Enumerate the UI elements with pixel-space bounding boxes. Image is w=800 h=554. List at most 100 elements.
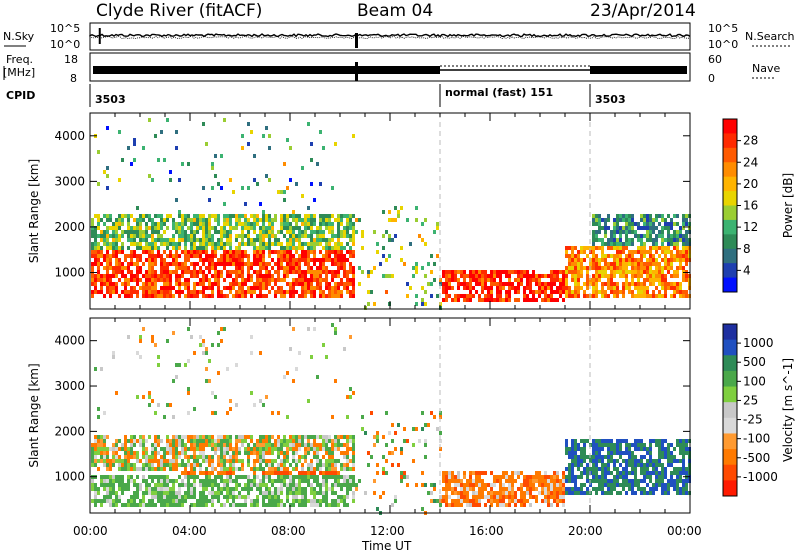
echo-cell [178,451,181,455]
echo-cell [667,226,670,230]
echo-cell [316,266,319,270]
echo-cell [685,214,688,218]
echo-cell [634,483,637,487]
echo-cell [625,286,628,290]
echo-cell [163,451,166,455]
echo-cell [274,282,277,286]
echo-cell [235,483,238,487]
echo-cell [337,214,340,218]
echo-cell [661,463,664,467]
echo-cell [586,475,589,479]
echo-cell [205,142,208,146]
echo-cell [655,218,658,222]
echo-cell [244,278,247,282]
echo-cell [637,222,640,226]
echo-cell [634,262,637,266]
echo-cell [220,471,223,475]
echo-cell [166,278,169,282]
echo-cell [202,250,205,254]
echo-cell [607,463,610,467]
echo-cell [100,483,103,487]
echo-cell [370,411,373,415]
echo-cell [619,218,622,222]
echo-cell [556,278,559,282]
echo-cell [313,439,316,443]
echo-cell [103,282,106,286]
echo-cell [310,499,313,503]
echo-cell [109,447,112,451]
echo-cell [241,134,244,138]
echo-cell [682,443,685,447]
echo-cell [424,439,427,443]
echo-cell [451,487,454,491]
echo-cell [94,230,97,234]
echo-cell [277,278,280,282]
echo-cell [667,487,670,491]
echo-cell [199,226,202,230]
echo-cell [622,479,625,483]
echo-cell [394,495,397,499]
echo-cell [280,250,283,254]
colorbar-swatch [723,370,737,388]
echo-cell [298,242,301,246]
echo-cell [484,487,487,491]
echo-cell [610,447,613,451]
echo-cell [295,499,298,503]
echo-cell [235,214,238,218]
echo-cell [214,495,217,499]
echo-cell [274,290,277,294]
echo-cell [298,230,301,234]
echo-cell [655,286,658,290]
echo-cell [160,467,163,471]
echo-cell [361,270,364,274]
echo-cell [685,467,688,471]
echo-cell [517,487,520,491]
echo-cell [580,262,583,266]
echo-cell [604,282,607,286]
echo-cell [304,274,307,278]
echo-cell [127,222,130,226]
echo-cell [112,246,115,250]
echo-cell [199,258,202,262]
echo-cell [559,479,562,483]
echo-cell [625,226,628,230]
echo-cell [565,278,568,282]
echo-cell [280,443,283,447]
echo-cell [433,499,436,503]
echo-cell [619,471,622,475]
echo-cell [148,463,151,467]
echo-cell [100,246,103,250]
echo-cell [154,222,157,226]
echo-cell [475,278,478,282]
echo-cell [631,222,634,226]
echo-cell [250,266,253,270]
echo-cell [298,254,301,258]
echo-cell [328,487,331,491]
echo-cell [145,286,148,290]
echo-cell [460,479,463,483]
echo-cell [589,262,592,266]
echo-cell [199,491,202,495]
echo-cell [538,274,541,278]
echo-cell [202,499,205,503]
echo-cell [169,463,172,467]
echo-cell [172,459,175,463]
echo-cell [172,294,175,298]
echo-cell [481,487,484,491]
echo-cell [172,435,175,439]
echo-cell [238,503,241,507]
echo-cell [145,214,148,218]
echo-cell [202,234,205,238]
echo-cell [91,266,94,270]
echo-cell [595,274,598,278]
echo-cell [577,290,580,294]
echo-cell [223,495,226,499]
echo-cell [265,487,268,491]
echo-cell [121,282,124,286]
colorbar-tick-label: 4 [743,263,751,277]
echo-cell [664,226,667,230]
echo-cell [163,499,166,503]
echo-cell [106,218,109,222]
echo-cell [613,234,616,238]
echo-cell [391,423,394,427]
